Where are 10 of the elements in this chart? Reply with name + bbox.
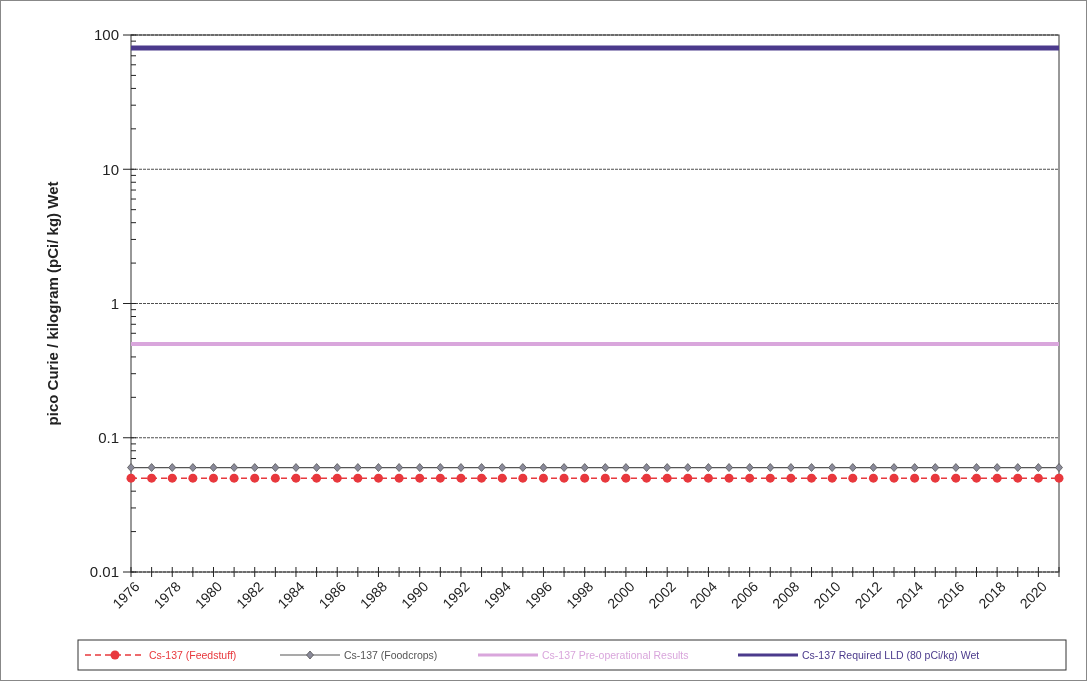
y-tick-label: 0.01 bbox=[89, 563, 119, 581]
text: Cs-137 (Foodcrops) bbox=[344, 648, 438, 661]
y-tick-label: 1 bbox=[110, 294, 119, 312]
text: Cs-137 Pre-operational Results bbox=[542, 648, 689, 661]
y-tick-label: 10 bbox=[102, 160, 119, 178]
y-tick-label: 0.1 bbox=[98, 429, 119, 446]
y-tick-label: 100 bbox=[93, 26, 119, 44]
text: Cs-137 Required LLD (80 pCi/kg) Wet bbox=[802, 648, 980, 661]
text: Cs-137 (Feedstuff) bbox=[149, 648, 237, 661]
y-axis-title: pico Curie / kilogram (pCi/ kg) Wet bbox=[44, 181, 61, 426]
